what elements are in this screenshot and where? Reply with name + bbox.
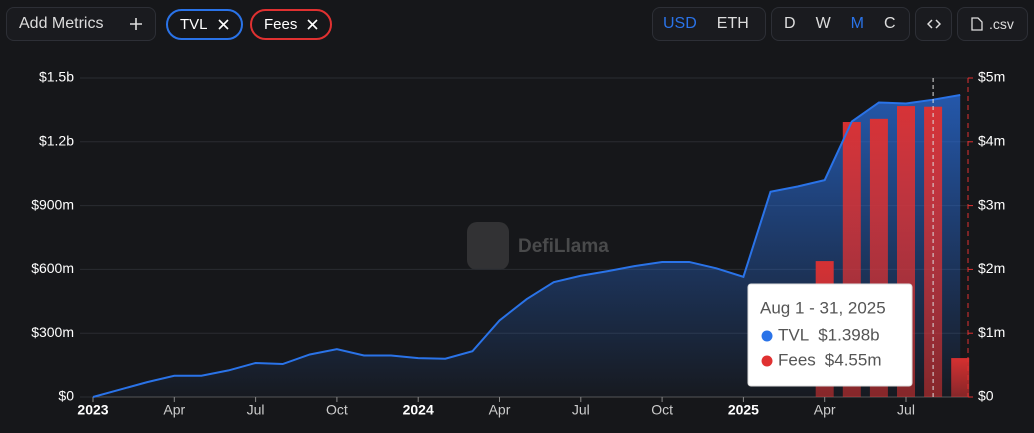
- chip-label: Fees: [264, 16, 298, 33]
- watermark: DefiLlama: [467, 222, 609, 270]
- x-tick-label: Jul: [897, 402, 915, 418]
- fees-bar: [951, 358, 970, 397]
- fees-bar: [869, 118, 888, 397]
- x-tick-label: Oct: [326, 402, 348, 418]
- y2-tick-label: $0: [978, 388, 994, 404]
- csv-label: .csv: [989, 16, 1014, 32]
- y-tick-label: $900m: [31, 196, 74, 212]
- x-tick-label: 2024: [403, 402, 434, 418]
- period-option[interactable]: D: [784, 15, 796, 32]
- tooltip-value: $4.55m: [825, 350, 882, 369]
- y2-tick-label: $5m: [978, 69, 1005, 85]
- csv-button[interactable]: .csv: [957, 7, 1028, 41]
- chip-label: TVL: [180, 16, 208, 33]
- fees-bar: [842, 122, 861, 397]
- fees-bar: [897, 106, 915, 398]
- y-tick-label: $300m: [31, 324, 74, 340]
- period-option[interactable]: M: [850, 15, 864, 32]
- currency-option[interactable]: ETH: [716, 15, 749, 32]
- tvl-line: [92, 94, 961, 398]
- x-tick-label: Apr: [814, 402, 836, 418]
- y-tick-label: $1.2b: [39, 133, 74, 149]
- tooltip-box: [747, 283, 913, 387]
- x-tick-label: Jul: [247, 402, 265, 418]
- tooltip-title: Aug 1 - 31, 2025: [760, 298, 886, 317]
- file-icon: [971, 17, 983, 31]
- tooltip-swatch: [761, 355, 773, 367]
- x-tick-label: Jul: [572, 402, 590, 418]
- y-tick-label: $1.5b: [39, 69, 74, 85]
- x-tick-label: Oct: [651, 402, 673, 418]
- fees-bar: [924, 106, 943, 398]
- fees-bar: [815, 261, 834, 397]
- tooltip-swatch: [761, 330, 773, 342]
- tooltip-series-name: TVL: [778, 325, 809, 344]
- y2-tick-label: $4m: [978, 133, 1005, 149]
- y-tick-label: $600m: [31, 260, 74, 276]
- tooltip-value: $1.398b: [818, 325, 879, 344]
- x-tick-label: 2023: [77, 402, 108, 418]
- add-metrics-button[interactable]: Add Metrics: [6, 7, 156, 41]
- embed-button[interactable]: [915, 7, 952, 41]
- add-metrics-label: Add Metrics: [19, 15, 104, 32]
- currency-option[interactable]: USD: [663, 15, 697, 32]
- x-tick-label: 2025: [728, 402, 759, 418]
- y-tick-label: $0: [58, 388, 74, 404]
- code-icon: [926, 19, 941, 29]
- period-option[interactable]: W: [815, 15, 831, 32]
- tvl-area: [93, 95, 961, 397]
- y2-tick-label: $3m: [978, 196, 1005, 212]
- period-option[interactable]: C: [884, 15, 896, 32]
- tooltip-series-name: Fees: [778, 350, 816, 369]
- currency-toggle: USD ETH: [652, 7, 766, 41]
- close-icon: [307, 19, 318, 30]
- x-tick-label: Apr: [163, 402, 185, 418]
- tvl-chip[interactable]: TVL: [166, 9, 243, 40]
- fees-chip[interactable]: Fees: [250, 9, 333, 40]
- y2-tick-label: $1m: [978, 324, 1005, 340]
- close-icon: [217, 19, 229, 30]
- plus-icon: [130, 18, 142, 30]
- x-tick-label: Apr: [489, 402, 511, 418]
- period-toggle: D W M C: [771, 7, 910, 41]
- y2-tick-label: $2m: [978, 260, 1005, 276]
- watermark-text: DefiLlama: [518, 236, 609, 257]
